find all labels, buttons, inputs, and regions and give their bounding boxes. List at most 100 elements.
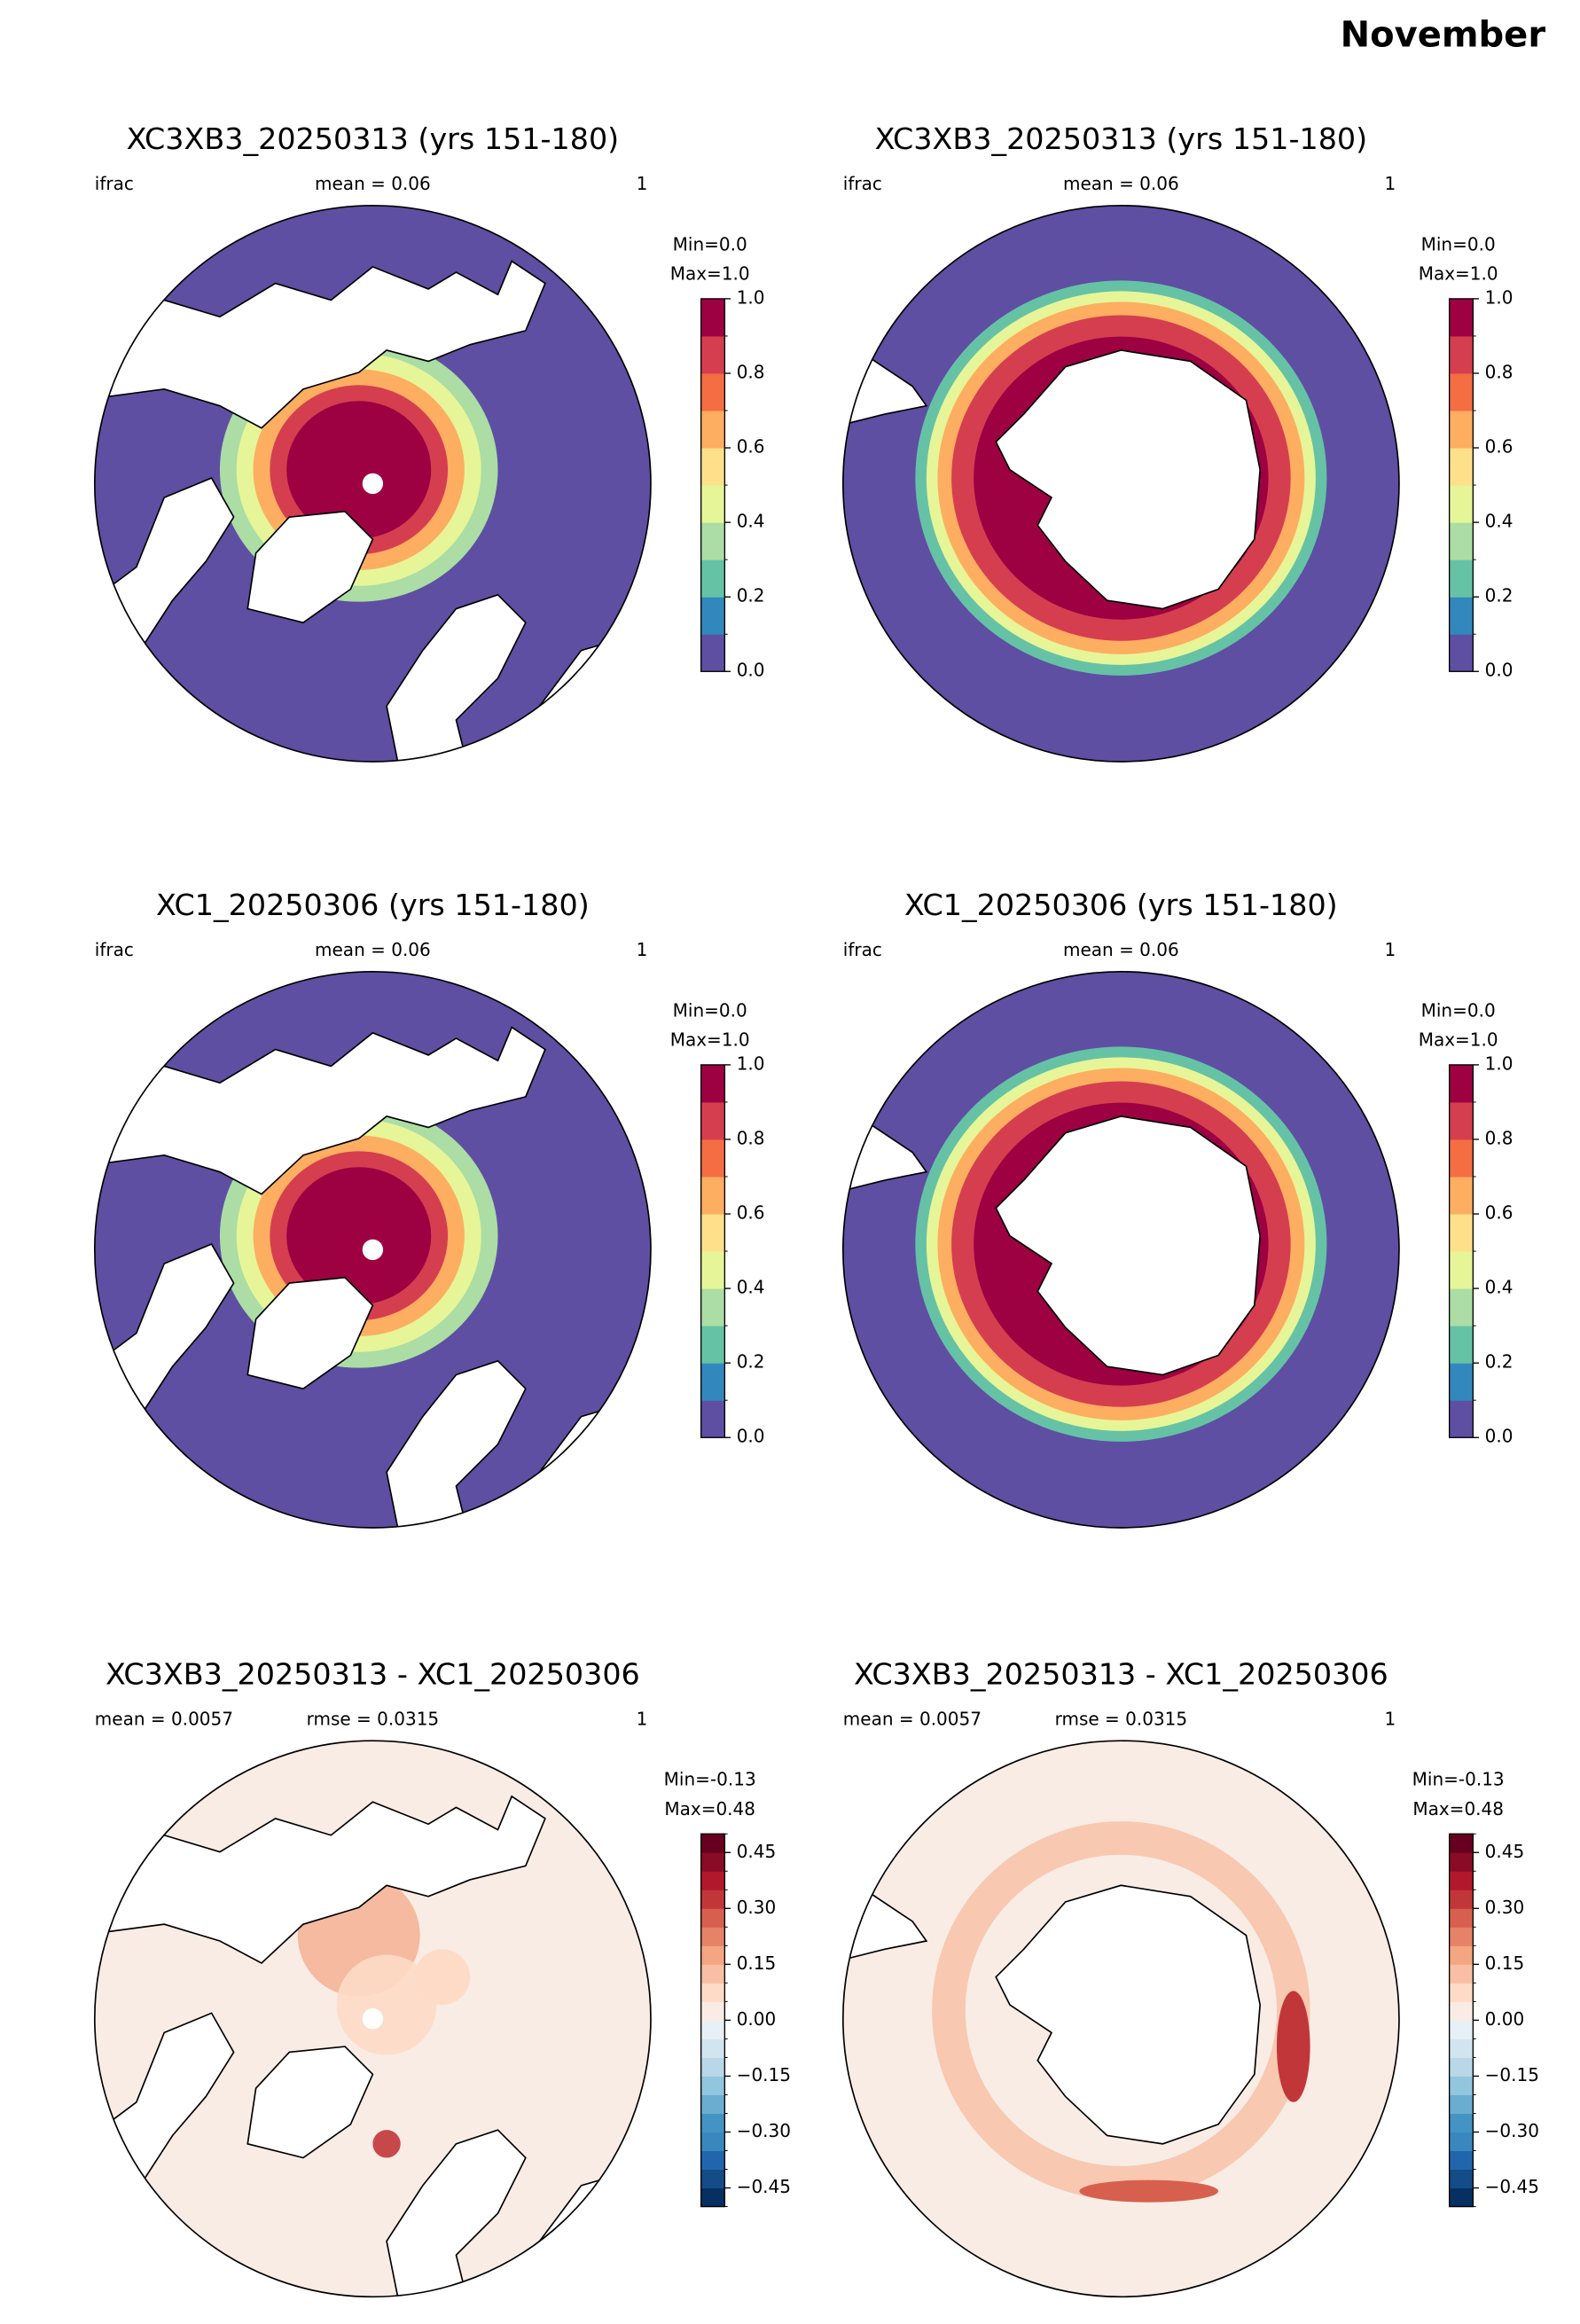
colorbar-tick-label: 0.4 bbox=[737, 511, 765, 532]
right-label: 1 bbox=[1385, 173, 1396, 194]
colorbar-segment bbox=[700, 2038, 725, 2058]
max-label: Max=0.48 bbox=[664, 1798, 755, 1819]
colorbar-tick-label: 0.2 bbox=[737, 1351, 765, 1373]
colorbar-tick-label: 1.0 bbox=[737, 286, 765, 308]
min-label: Min=0.0 bbox=[1421, 999, 1496, 1021]
colorbar-segment bbox=[1449, 1064, 1474, 1103]
colorbar-tick-label: 0.45 bbox=[737, 1841, 777, 1862]
colorbar-segment bbox=[1449, 335, 1474, 374]
colorbar-segment bbox=[1449, 2020, 1474, 2039]
colorbar-tick-label: 0.6 bbox=[1485, 1202, 1514, 1224]
center-label: mean = 0.06 bbox=[315, 939, 431, 960]
panel-title: XC1_20250306 (yrs 151-180) bbox=[156, 888, 590, 922]
colorbar-segment bbox=[1449, 1964, 1474, 1984]
colorbar-tick-label: 0.4 bbox=[1485, 1277, 1514, 1298]
max-label: Max=1.0 bbox=[670, 263, 750, 285]
panel-title: XC3XB3_20250313 - XC1_20250306 bbox=[106, 1656, 640, 1691]
left-label: ifrac bbox=[95, 939, 134, 960]
colorbar-segment bbox=[1449, 1288, 1474, 1326]
land bbox=[995, 349, 1261, 610]
colorbar-segment bbox=[700, 1214, 725, 1252]
colorbar-segment bbox=[1449, 1214, 1474, 1252]
max-label: Max=1.0 bbox=[1419, 263, 1498, 285]
colorbar-tick-label: 0.8 bbox=[737, 361, 765, 382]
colorbar-segment bbox=[700, 2020, 725, 2039]
colorbar-tick-label: 0.6 bbox=[1485, 436, 1514, 458]
map bbox=[842, 1741, 1399, 2297]
right-label: 1 bbox=[637, 1708, 648, 1729]
colorbar-segment bbox=[1449, 2001, 1474, 2021]
colorbar-border bbox=[700, 298, 726, 672]
colorbar-segment bbox=[700, 1890, 725, 1909]
colorbar-segment bbox=[700, 2076, 725, 2095]
land bbox=[995, 1884, 1261, 2145]
colorbar-tick-label: 0.00 bbox=[1485, 2008, 1525, 2030]
colorbar-tick-label: 0.6 bbox=[737, 436, 765, 458]
colorbar-border bbox=[1448, 1064, 1474, 1438]
colorbar-segment bbox=[700, 2113, 725, 2133]
right-label: 1 bbox=[1385, 939, 1396, 960]
colorbar-tick-label: 0.6 bbox=[737, 1202, 765, 1224]
panel-title: XC3XB3_20250313 (yrs 151-180) bbox=[127, 121, 620, 156]
colorbar-segment bbox=[700, 1871, 725, 1890]
left-label: mean = 0.0057 bbox=[95, 1708, 233, 1729]
colorbar-segment bbox=[700, 372, 725, 411]
panel-title: XC3XB3_20250313 - XC1_20250306 bbox=[854, 1656, 1388, 1691]
left-label: ifrac bbox=[95, 173, 134, 194]
colorbar-segment bbox=[700, 2057, 725, 2077]
anomaly bbox=[372, 2130, 401, 2158]
colorbar-segment bbox=[700, 1363, 725, 1401]
colorbar-segment bbox=[1449, 559, 1474, 598]
colorbar-segment bbox=[700, 1964, 725, 1984]
colorbar-tick-label: 0.2 bbox=[1485, 585, 1514, 606]
min-label: Min=-0.13 bbox=[664, 1769, 756, 1790]
land bbox=[995, 1115, 1261, 1376]
colorbar-tick-label: 0.00 bbox=[737, 2008, 777, 2030]
pole bbox=[362, 473, 384, 495]
colorbar-segment bbox=[1449, 1871, 1474, 1890]
land bbox=[246, 2046, 374, 2159]
colorbar-segment bbox=[1449, 1983, 1474, 2002]
colorbar-tick-label: 0.4 bbox=[1485, 511, 1514, 532]
colorbar-segment bbox=[700, 1983, 725, 2002]
colorbar-segment bbox=[1449, 1326, 1474, 1364]
colorbar-segment bbox=[1449, 2113, 1474, 2133]
colorbar-segment bbox=[700, 2132, 725, 2152]
right-label: 1 bbox=[1385, 1708, 1396, 1729]
colorbar-segment bbox=[1449, 2169, 1474, 2189]
colorbar-segment bbox=[700, 2169, 725, 2189]
land bbox=[94, 1026, 546, 1195]
colorbar-segment bbox=[700, 485, 725, 523]
colorbar-segment bbox=[1449, 2150, 1474, 2171]
colorbar-segment bbox=[700, 559, 725, 598]
colorbar-segment bbox=[700, 2001, 725, 2021]
colorbar-tick-label: 0.8 bbox=[1485, 1127, 1514, 1148]
colorbar-tick-label: 0.2 bbox=[1485, 1351, 1514, 1373]
center-label: mean = 0.06 bbox=[1063, 173, 1179, 194]
colorbar-segment bbox=[700, 1177, 725, 1215]
max-label: Max=0.48 bbox=[1412, 1798, 1504, 1819]
panel: XC1_20250306 (yrs 151-180) ifrac mean = 0.… bbox=[93, 888, 765, 1529]
colorbar-tick-label: 0.0 bbox=[737, 660, 765, 681]
colorbar-segment bbox=[1449, 1927, 1474, 1946]
colorbar-tick-label: 0.0 bbox=[1485, 660, 1514, 681]
colorbar-segment bbox=[1449, 485, 1474, 523]
map-border bbox=[841, 205, 1400, 763]
colorbar-tick-label: 0.8 bbox=[1485, 361, 1514, 382]
colorbar-segment bbox=[700, 597, 725, 635]
map bbox=[94, 205, 651, 762]
colorbar-segment bbox=[1449, 2076, 1474, 2095]
colorbar-segment bbox=[1449, 2187, 1474, 2208]
land bbox=[538, 205, 651, 285]
center-label: mean = 0.06 bbox=[1063, 939, 1179, 960]
colorbar-border bbox=[1448, 298, 1474, 672]
colorbar-segment bbox=[1449, 1852, 1474, 1872]
colorbar-segment bbox=[1449, 1945, 1474, 1965]
colorbar-tick-label: 0.45 bbox=[1485, 1841, 1525, 1862]
land bbox=[538, 1741, 651, 1819]
colorbar-segment bbox=[700, 1400, 725, 1438]
colorbar-tick-label: 1.0 bbox=[1485, 286, 1514, 308]
min-label: Min=-0.13 bbox=[1412, 1769, 1505, 1790]
colorbar-segment bbox=[700, 1251, 725, 1289]
anomaly bbox=[1276, 1991, 1310, 2102]
